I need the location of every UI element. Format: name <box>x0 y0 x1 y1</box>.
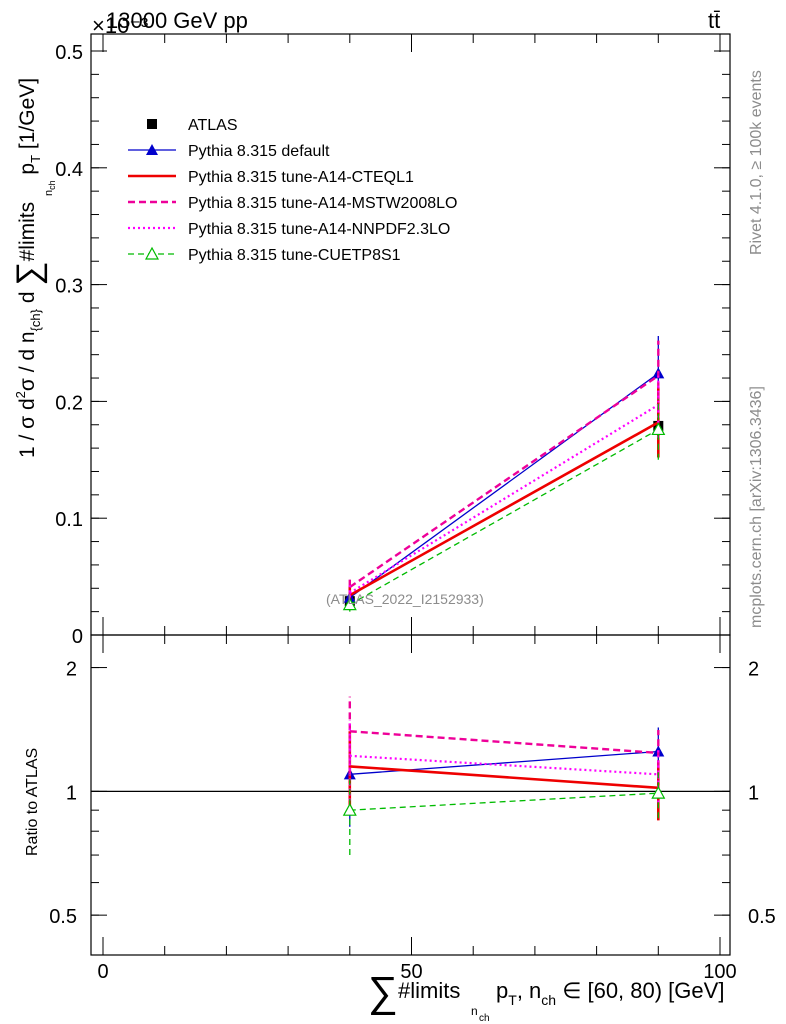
ratio-y-tick-label: 2 <box>66 659 77 681</box>
legend-label-default: Pythia 8.315 default <box>188 143 330 160</box>
ratio-line-nnpdf <box>349 754 659 776</box>
data-point-cuetp8s1 <box>342 597 357 611</box>
ratio-line-mstw <box>349 730 659 755</box>
legend-label-cuetp8s1: Pythia 8.315 tune-CUETP8S1 <box>188 247 401 264</box>
series-line-cuetp8s1 <box>349 428 659 606</box>
mcplots-label: mcplots.cern.ch [arXiv:1306.3436] <box>748 386 765 628</box>
energy-label: 13000 GeV pp <box>106 8 248 33</box>
main-y-tick-label: 0.2 <box>55 392 83 414</box>
ratio-y-tick-label-right: 0.5 <box>748 906 776 928</box>
main-y-axis-label: 1 / σ d2σ / d n{ch} d ∑#limits nch pT [1… <box>10 78 57 458</box>
series-line-mstw <box>349 374 659 589</box>
data-point-cuetp8s1 <box>651 422 666 436</box>
legend-label-mstw: Pythia 8.315 tune-A14-MSTW2008LO <box>188 195 457 212</box>
ratio-y-axis-label: Ratio to ATLAS <box>24 748 41 856</box>
main-y-tick-label: 0.1 <box>55 509 83 531</box>
ratio-line-cuetp8s1 <box>349 792 659 811</box>
ratio-point-cuetp8s1 <box>651 785 666 799</box>
legend-marker-cuetp8s1 <box>144 246 160 260</box>
legend-marker-atlas <box>147 119 157 129</box>
ratio-line-cteql1 <box>349 765 659 790</box>
x-tick-label: 50 <box>400 961 422 983</box>
series-line-cteql1 <box>349 421 659 597</box>
main-y-tick-label: 0 <box>72 626 83 648</box>
ratio-y-tick-label: 1 <box>66 782 77 804</box>
ratio-point-cuetp8s1 <box>342 802 357 816</box>
legend-marker-default <box>146 144 158 155</box>
svg-text:ch: ch <box>479 1013 490 1024</box>
svg-text:pT, nch ∈ [60, 80) [GeV]: pT, nch ∈ [60, 80) [GeV] <box>496 978 724 1008</box>
main-plot-frame <box>90 33 731 636</box>
ratio-y-tick-label-right: 1 <box>748 782 759 804</box>
rivet-label: Rivet 4.1.0, ≥ 100k events <box>748 70 765 255</box>
main-y-tick-label: 0.4 <box>55 159 83 181</box>
main-y-tick-label: 0.5 <box>55 42 83 64</box>
legend-label-atlas: ATLAS <box>188 117 238 134</box>
x-tick-label: 0 <box>97 961 108 983</box>
svg-text:1 / σ d2σ / d n{ch} d ∑#limits: 1 / σ d2σ / d n{ch} d ∑#limits nch pT [1… <box>10 78 57 458</box>
ratio-plot-frame <box>90 634 731 956</box>
legend: ATLAS Pythia 8.315 default Pythia 8.315 tu… <box>128 117 457 264</box>
main-y-tick-label: 0.3 <box>55 276 83 298</box>
series-line-nnpdf <box>349 403 659 594</box>
legend-label-cteql1: Pythia 8.315 tune-A14-CTEQL1 <box>188 169 414 186</box>
x-tick-label: 100 <box>703 961 736 983</box>
ratio-y-tick-label-right: 2 <box>748 659 759 681</box>
svg-text:#limits: #limits <box>398 978 460 1003</box>
analysis-label: (ATLAS_2022_I2152933) <box>326 591 484 607</box>
legend-label-nnpdf: Pythia 8.315 tune-A14-NNPDF2.3LO <box>188 221 450 238</box>
process-label: tt̄ <box>708 8 720 33</box>
svg-text:∑: ∑ <box>368 968 398 1015</box>
series-line-default <box>349 372 659 599</box>
ratio-y-tick-label: 0.5 <box>49 906 77 928</box>
svg-text:n: n <box>471 1004 478 1018</box>
